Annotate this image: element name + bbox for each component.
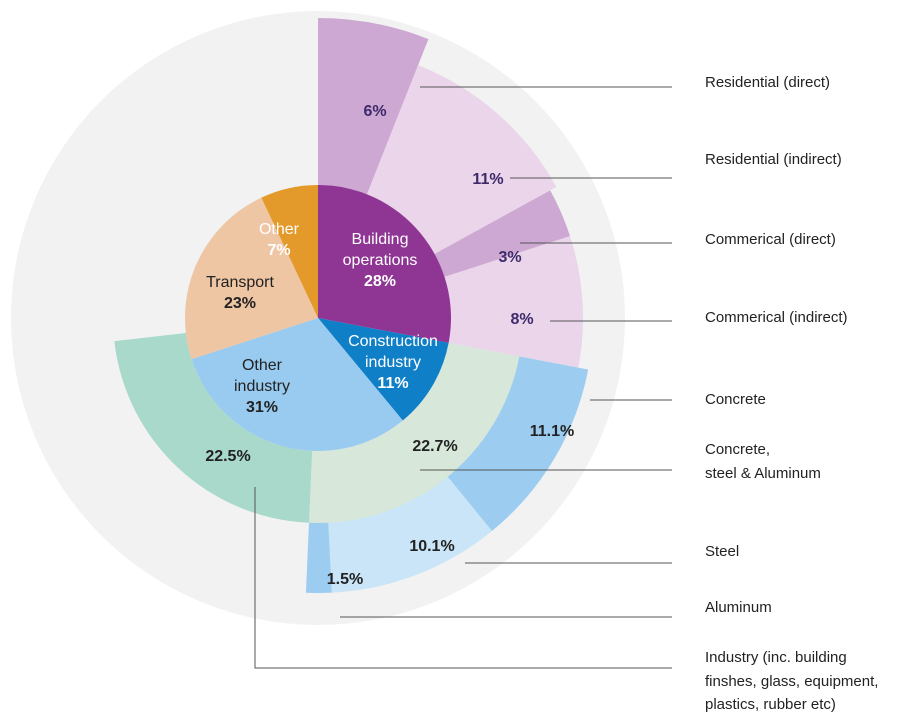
outer-segment (305, 517, 332, 594)
outer-value-label: 6% (363, 103, 386, 120)
legend-label: Industry (inc. building (705, 649, 847, 666)
outer-value-label: 3% (498, 249, 521, 266)
inner-label: Transport (206, 274, 274, 291)
legend-label: plastics, rubber etc) (705, 696, 836, 713)
outer-value-label: 8% (510, 311, 533, 328)
inner-label: Other (259, 221, 300, 238)
legend-label: Commerical (indirect) (705, 309, 848, 326)
inner-segment (318, 185, 452, 343)
legend-label: Concrete (705, 391, 766, 408)
legend-label: Commerical (direct) (705, 231, 836, 248)
inner-label: operations (343, 252, 418, 269)
leader-line (254, 487, 672, 669)
outer-value-label: 11% (472, 171, 503, 188)
outer-value-label: 22.5% (205, 448, 250, 465)
outer-segment (308, 342, 520, 523)
legend-label: Steel (705, 543, 739, 560)
inner-label: industry (234, 378, 290, 395)
inner-value-label: 7% (267, 242, 290, 259)
legend-label: Concrete, (705, 441, 770, 458)
legend-label: Aluminum (705, 599, 772, 616)
inner-value-label: 11% (377, 375, 408, 392)
inner-label: industry (365, 354, 421, 371)
inner-segment (185, 197, 318, 360)
inner-value-label: 28% (364, 273, 396, 290)
inner-segment (318, 318, 449, 421)
inner-value-label: 31% (246, 399, 278, 416)
outer-segment (114, 333, 313, 523)
legend-label: finshes, glass, equipment, (705, 673, 878, 690)
legend-label: Residential (direct) (705, 74, 830, 91)
inner-segment (191, 318, 403, 452)
outer-segment (328, 472, 492, 593)
inner-label: Construction (348, 333, 438, 350)
outer-segment (444, 355, 589, 531)
outer-value-label: 1.5% (327, 571, 363, 588)
inner-label: Other (242, 357, 283, 374)
outer-value-label: 11.1% (530, 423, 574, 440)
inner-segment (261, 185, 318, 318)
outer-value-label: 22.7% (412, 438, 457, 455)
inner-label: Building (352, 231, 409, 248)
outer-segment (318, 236, 584, 368)
outer-value-label: 10.1% (409, 538, 454, 555)
legend-label: steel & Aluminum (705, 465, 821, 482)
inner-value-label: 23% (224, 295, 256, 312)
legend-label: Residential (indirect) (705, 151, 842, 168)
